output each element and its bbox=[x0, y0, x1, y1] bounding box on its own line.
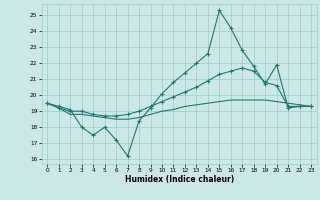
X-axis label: Humidex (Indice chaleur): Humidex (Indice chaleur) bbox=[124, 175, 234, 184]
